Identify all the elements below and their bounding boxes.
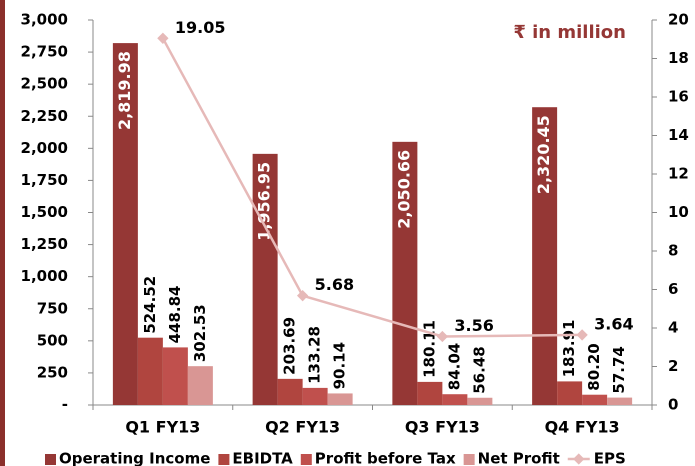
legend-swatch <box>463 454 475 465</box>
y2-tick-label: 20 <box>668 11 689 29</box>
y2-tick-label: 4 <box>668 319 678 337</box>
bar <box>392 141 418 405</box>
bar <box>277 378 303 405</box>
y-tick-label: 2,000 <box>21 139 68 157</box>
bar <box>532 107 558 405</box>
bar <box>187 366 213 405</box>
bar <box>582 394 608 405</box>
y-tick-label: 750 <box>37 299 68 317</box>
y-tick-label: 250 <box>37 363 68 381</box>
bar <box>327 393 353 405</box>
eps-label: 3.64 <box>594 314 633 333</box>
bar <box>417 381 443 405</box>
y-tick-label: 500 <box>37 331 68 349</box>
x-tick-label: Q2 FY13 <box>265 418 340 437</box>
bar-label: 180.11 <box>420 320 438 378</box>
y2-tick-label: 12 <box>668 165 689 183</box>
y-tick-label: 1,000 <box>21 267 68 285</box>
eps-marker <box>576 329 588 341</box>
eps-line <box>161 37 583 338</box>
bar <box>467 397 493 405</box>
bar <box>302 387 328 405</box>
x-tick-label: Q3 FY13 <box>405 418 480 437</box>
bar-label: 2,050.66 <box>394 150 413 229</box>
bar-label: 524.52 <box>141 276 159 334</box>
bar <box>162 347 188 405</box>
bar-label: 84.04 <box>445 343 463 390</box>
bar <box>112 43 138 405</box>
legend-marker <box>573 453 585 465</box>
x-tick-label: Q1 FY13 <box>125 418 200 437</box>
bar-label: 90.14 <box>331 342 349 389</box>
bar <box>557 381 583 405</box>
eps-label: 5.68 <box>315 275 354 294</box>
bar-label: 56.48 <box>470 346 488 393</box>
y2-tick-label: 8 <box>668 242 678 260</box>
bar <box>252 153 278 405</box>
legend-label: EBIDTA <box>232 450 293 466</box>
bar-label: 302.53 <box>191 304 209 362</box>
y2-tick-label: 0 <box>668 396 678 414</box>
annotation: ₹ in million <box>513 22 626 43</box>
y2-tick-label: 2 <box>668 357 678 375</box>
y-tick-label: 1,250 <box>21 235 68 253</box>
legend-swatch <box>218 454 230 465</box>
y2-tick-label: 14 <box>668 126 689 144</box>
bar-label: 1,956.95 <box>255 162 274 241</box>
y2-tick-label: 10 <box>668 203 689 221</box>
eps-label: 19.05 <box>175 18 226 37</box>
bar-label: 2,320.45 <box>534 115 553 194</box>
y2-tick-label: 18 <box>668 49 689 67</box>
y-tick-label: - <box>62 396 68 414</box>
legend-label: EPS <box>594 450 626 466</box>
bar-label: 203.69 <box>281 317 299 375</box>
legend-label: Profit before Tax <box>315 450 456 466</box>
bar-label: 448.84 <box>166 286 184 344</box>
bar-label: 57.74 <box>610 346 628 393</box>
eps-marker <box>436 330 449 343</box>
eps-marker <box>296 290 309 302</box>
eps-marker <box>157 32 169 44</box>
x-tick-label: Q4 FY13 <box>545 418 620 437</box>
y2-tick-label: 6 <box>668 280 678 298</box>
eps-label: 3.56 <box>454 316 493 335</box>
y-tick-label: 2,500 <box>21 75 68 93</box>
bar <box>607 397 633 405</box>
y-tick-label: 1,750 <box>21 171 68 189</box>
edge-strip <box>0 0 5 466</box>
legend-swatch <box>300 454 312 465</box>
y-tick-label: 2,250 <box>21 107 68 125</box>
bar <box>442 394 468 405</box>
bar-label: 80.20 <box>585 343 603 390</box>
bar <box>137 337 163 405</box>
bar-label: 2,819.98 <box>115 51 134 130</box>
bar-label: 133.28 <box>306 326 324 384</box>
y2-tick-label: 16 <box>668 88 689 106</box>
y-tick-label: 3,000 <box>21 11 68 29</box>
legend-label: Net Profit <box>478 450 560 466</box>
bar-label: 183.91 <box>560 320 578 378</box>
legend-swatch <box>45 454 56 465</box>
legend-label: Operating Income <box>59 450 210 466</box>
y-tick-label: 2,750 <box>21 43 68 61</box>
y-tick-label: 1,500 <box>21 203 68 221</box>
